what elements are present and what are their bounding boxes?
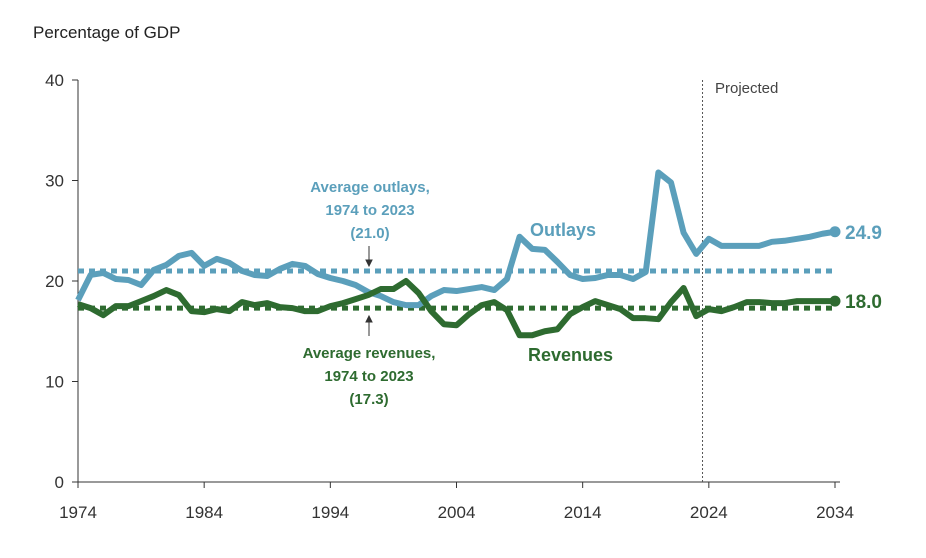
revenues-line	[77, 278, 835, 339]
avg-revenues-line1: Average revenues,	[303, 345, 436, 362]
y-tick-label: 20	[45, 272, 64, 291]
outlays-end-point	[829, 226, 841, 238]
avg-outlays-line3: (21.0)	[350, 225, 389, 242]
outlays-end-label: 24.9	[845, 223, 882, 244]
y-tick-label: 30	[45, 172, 64, 191]
x-tick-label: 2034	[816, 503, 854, 522]
x-tick-label: 1984	[185, 503, 223, 522]
revenues-end-point	[829, 295, 841, 307]
avg-outlays-line1: Average outlays,	[310, 179, 430, 196]
avg-revenues-line3: (17.3)	[349, 391, 388, 408]
avg-revenues-line2: 1974 to 2023	[324, 368, 413, 385]
y-axis-label: Percentage of GDP	[33, 23, 180, 42]
x-tick-label: 1994	[311, 503, 349, 522]
annotation-arrows	[365, 246, 373, 336]
avg-outlays-line2: 1974 to 2023	[325, 202, 414, 219]
avg-outlays-annotation: Average outlays, 1974 to 2023 (21.0)	[310, 179, 430, 242]
avg-revenues-annotation: Average revenues, 1974 to 2023 (17.3)	[303, 345, 436, 408]
x-tick-label: 2024	[690, 503, 728, 522]
revenues-label: Revenues	[528, 345, 613, 365]
revenues-end-label: 18.0	[845, 292, 882, 313]
projected-label: Projected	[715, 80, 778, 97]
outlays-label: Outlays	[530, 220, 596, 240]
y-tick-label: 40	[45, 71, 64, 90]
y-tick-label: 0	[55, 473, 64, 492]
x-tick-label: 2004	[438, 503, 476, 522]
y-tick-label: 10	[45, 373, 64, 392]
outlays-line	[75, 169, 836, 309]
x-tick-label: 2014	[564, 503, 602, 522]
x-tick-label: 1974	[59, 503, 97, 522]
